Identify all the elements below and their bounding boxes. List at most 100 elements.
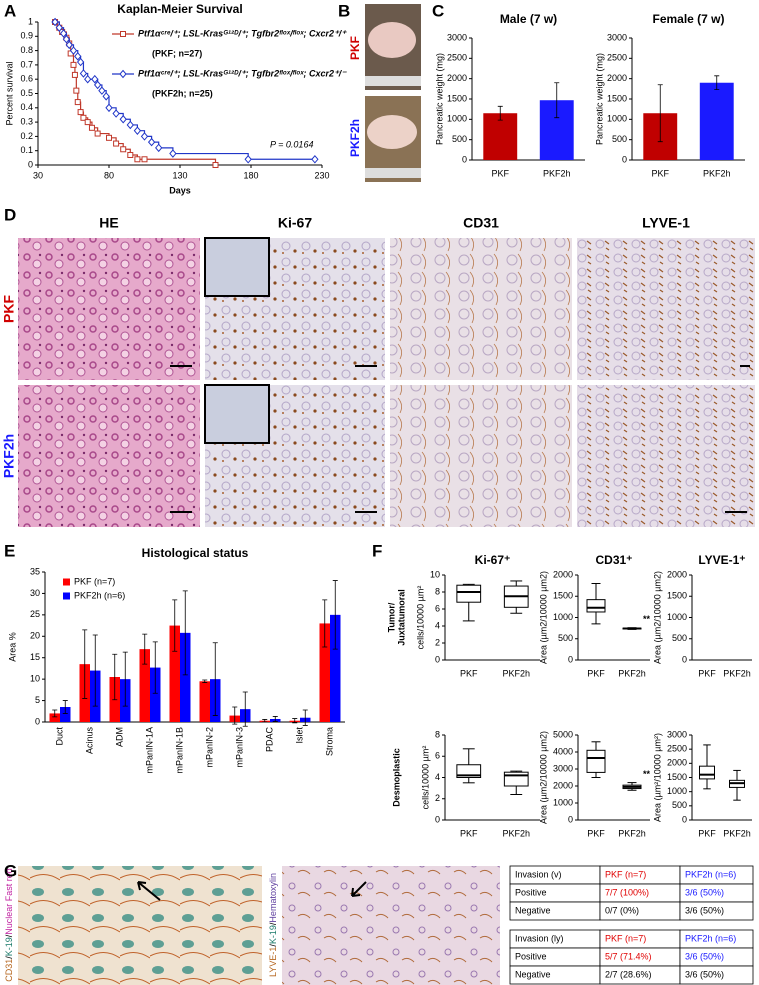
table-text: 3/6 (50%): [685, 887, 724, 897]
marker: [105, 103, 113, 113]
y-tick-label: 0: [28, 159, 33, 169]
error-bar: [657, 84, 663, 143]
y-tick-label: 3000: [447, 32, 467, 42]
row-label: PKF: [348, 36, 362, 60]
x-tick-label: PKF: [587, 828, 605, 838]
table-text: PKF (n=7): [605, 933, 646, 943]
row-label: PKF: [1, 295, 17, 323]
y-tick-label: 0: [35, 716, 40, 726]
row-label: Tumor/: [386, 602, 396, 632]
panel-label: F: [372, 541, 382, 560]
column-header: HE: [99, 215, 118, 231]
x-tick-label: 180: [243, 170, 258, 180]
marker: [80, 114, 87, 121]
y-tick-label: 0.8: [20, 45, 33, 55]
marker: [311, 155, 319, 164]
y-tick-label: 500: [612, 134, 627, 144]
y-tick-label: 1500: [553, 591, 573, 601]
y-tick-label: 0.1: [20, 145, 33, 155]
column-header: Ki-67: [278, 215, 312, 231]
bar: [330, 614, 341, 722]
error-bar: [62, 700, 68, 714]
box: [699, 765, 715, 780]
survival-step: [172, 152, 249, 160]
marker: [76, 57, 85, 67]
marker: [119, 69, 127, 79]
marker: [77, 109, 84, 116]
y-axis-label: Area (µm2/10000 µm2): [652, 571, 662, 664]
stain-label: LYVE-1/K-19/Hematoxylin: [268, 873, 278, 977]
error-bar: [272, 716, 278, 722]
legend-swatch: [63, 592, 70, 600]
y-tick-label: 1000: [667, 612, 687, 622]
annotation: P = 0.0164: [270, 139, 313, 149]
y-tick-label: 0: [568, 654, 573, 664]
stain-label: CD31/K-19/Nuclear Fast red: [4, 868, 14, 982]
y-tick-label: 0.7: [20, 59, 33, 69]
error-bar: [212, 642, 218, 716]
y-tick-label: 4: [435, 620, 440, 630]
chart-title: Histological status: [142, 546, 249, 560]
marker: [74, 99, 81, 106]
table-text: 5/7 (71.4%): [605, 951, 652, 961]
marker: [84, 119, 91, 126]
micrograph: [18, 866, 262, 985]
y-tick-label: 0: [682, 814, 687, 824]
legend-label: PKF2h (n=6): [74, 590, 125, 600]
error-bar: [332, 580, 338, 650]
x-tick-label: PKF: [698, 668, 716, 678]
y-tick-label: 0.6: [20, 74, 33, 84]
y-tick-label: 8: [435, 586, 440, 596]
marker: [134, 156, 141, 163]
table-text: Negative: [515, 969, 551, 979]
marker: [112, 109, 120, 118]
y-tick-label: 2000: [553, 780, 573, 790]
error-bar: [52, 709, 58, 718]
x-axis-label: Days: [169, 185, 191, 195]
stain: LYVE-1: [268, 947, 278, 977]
table-text: 3/6 (50%): [685, 905, 724, 915]
marker: [120, 146, 127, 153]
x-tick-label: PKF2h: [723, 828, 751, 838]
y-tick-label: 0: [435, 654, 440, 664]
x-tick-label: Islet: [294, 727, 304, 744]
y-tick-label: 20: [30, 631, 40, 641]
chart-title: Ki-67⁺: [475, 553, 511, 567]
table-text: 7/7 (100%): [605, 887, 649, 897]
x-tick-label: 80: [104, 170, 114, 180]
marker: [62, 34, 71, 44]
row-label: PKF2h: [348, 119, 362, 157]
error-bar: [112, 653, 118, 701]
y-tick-label: 1: [28, 16, 33, 26]
legend-group: (PKF2h; n=25): [152, 88, 213, 98]
y-tick-label: 1500: [607, 93, 627, 103]
x-tick-label: PKF2h: [618, 828, 646, 838]
table-text: Positive: [515, 887, 547, 897]
chart-title: LYVE-1⁺: [698, 553, 745, 567]
photo-tissue: [367, 115, 417, 149]
panel-label: B: [338, 1, 350, 20]
bar: [180, 632, 191, 722]
y-tick-label: 0.4: [20, 102, 33, 112]
marker: [141, 156, 148, 163]
panel-label: A: [4, 1, 16, 20]
marker: [113, 140, 120, 147]
table-text: PKF2h (n=6): [685, 869, 736, 879]
micrograph: [577, 238, 755, 380]
box: [586, 599, 606, 613]
ruler: [365, 76, 421, 86]
bar: [60, 707, 71, 722]
marker: [94, 130, 101, 137]
y-tick-label: 2500: [667, 744, 687, 754]
x-tick-label: PKF: [460, 668, 478, 678]
marker: [126, 120, 134, 130]
error-bar: [242, 691, 248, 727]
y-tick-label: 0: [568, 814, 573, 824]
legend-label: Ptf1αᶜʳᵉ/⁺; LSL-Krasᴳ¹²ᴰ/⁺; Tgfbr2ᶠˡᵒˣ/ᶠ…: [138, 68, 347, 78]
x-tick-label: PKF2h: [723, 668, 751, 678]
marker: [70, 61, 77, 68]
y-tick-label: 25: [30, 609, 40, 619]
y-axis-label: cells/10000 µm²: [415, 586, 425, 650]
y-tick-label: 2: [435, 637, 440, 647]
y-tick-label: 8: [435, 729, 440, 739]
